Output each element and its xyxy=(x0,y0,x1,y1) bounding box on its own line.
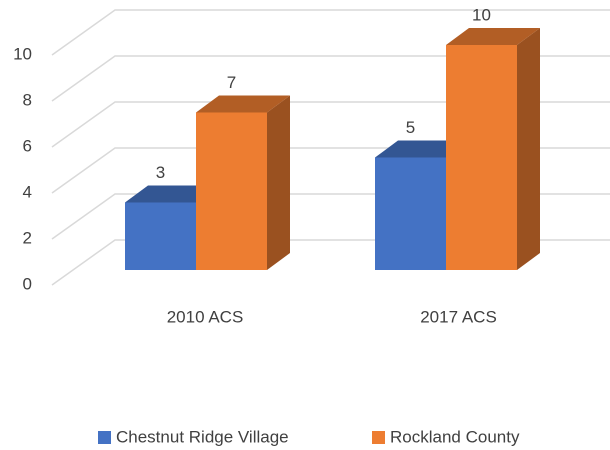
grid-line xyxy=(51,101,610,148)
data-label: 10 xyxy=(472,5,491,24)
legend-label: Chestnut Ridge Village xyxy=(116,427,289,446)
data-label: 5 xyxy=(406,118,415,137)
grid-line xyxy=(51,9,610,56)
x-tick-label: 2010 ACS xyxy=(167,307,244,326)
bar xyxy=(125,202,196,270)
bar xyxy=(196,112,267,270)
x-tick-label: 2017 ACS xyxy=(420,307,497,326)
legend-swatch xyxy=(98,431,111,444)
bar-top xyxy=(125,185,219,203)
bar-side xyxy=(267,95,290,270)
data-label: 7 xyxy=(227,73,236,92)
bar-side xyxy=(517,28,540,270)
y-tick-label: 6 xyxy=(23,136,32,155)
legend-swatch xyxy=(372,431,385,444)
bar-top xyxy=(375,140,469,158)
bar xyxy=(375,157,446,270)
bar-top xyxy=(196,95,290,113)
y-tick-label: 4 xyxy=(23,182,32,201)
y-tick-label: 10 xyxy=(13,44,32,63)
y-tick-label: 0 xyxy=(23,274,32,293)
y-tick-label: 8 xyxy=(23,90,32,109)
y-tick-label: 2 xyxy=(23,228,32,247)
data-label: 3 xyxy=(156,163,165,182)
bar xyxy=(446,45,517,270)
bar-top xyxy=(446,28,540,45)
legend-label: Rockland County xyxy=(390,427,520,446)
grid-line xyxy=(51,55,610,102)
